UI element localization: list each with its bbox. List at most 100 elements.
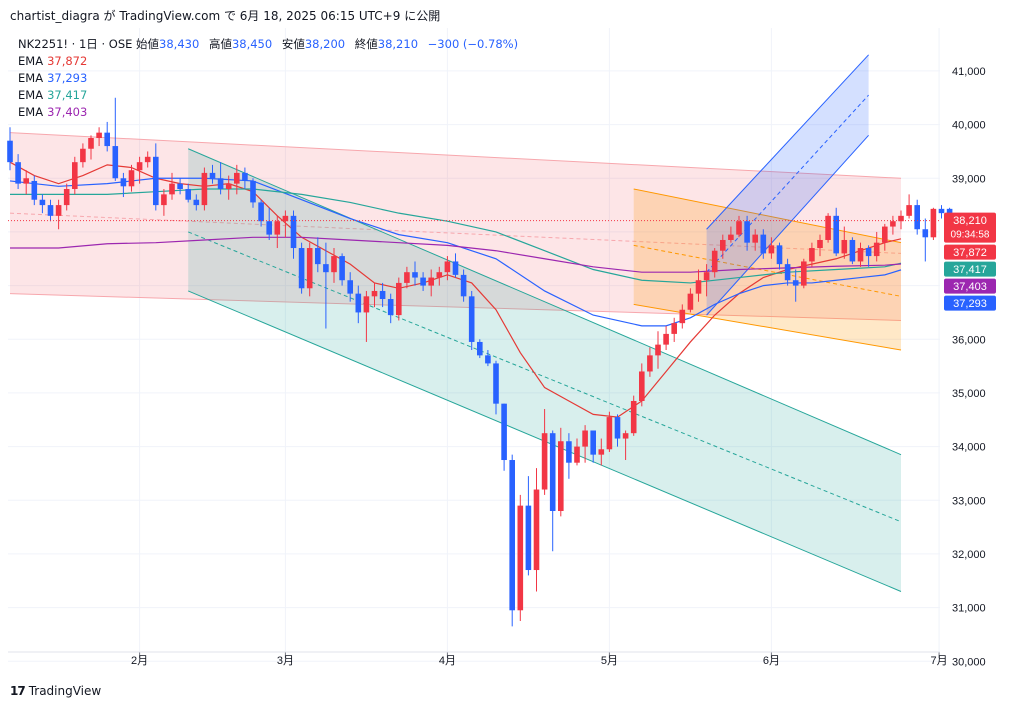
candle-body — [144, 156, 151, 163]
candle-body — [768, 245, 775, 254]
regression-channel-fill — [633, 189, 901, 350]
candle-body — [420, 277, 426, 286]
candle-body — [898, 215, 904, 222]
candle-body — [444, 261, 451, 273]
candle-body — [96, 132, 102, 139]
branding-label: TradingView — [28, 684, 102, 698]
y-tick-label: 32,000 — [952, 549, 986, 561]
ema-legend-row[interactable]: EMA 37,417 — [18, 87, 518, 104]
candle-body — [290, 215, 297, 249]
y-tick-label: 41,000 — [952, 66, 986, 78]
publish-header: chartist_diagra が TradingView.com で 6月 1… — [10, 9, 441, 23]
candle-body — [242, 172, 248, 181]
candle-body — [509, 460, 515, 611]
candle-body — [833, 215, 839, 254]
price-badge — [944, 261, 996, 277]
close-label: 終値 — [354, 37, 378, 51]
candle-body — [306, 248, 313, 289]
candle-body — [720, 239, 726, 251]
candle-body — [671, 323, 677, 334]
channel-upper-line — [9, 132, 902, 179]
candle-body — [234, 172, 240, 184]
candle-body — [153, 156, 159, 206]
candle-body — [88, 138, 94, 149]
candle-body — [630, 400, 637, 434]
ema-value: 37,872 — [47, 54, 88, 68]
candle-body — [387, 299, 394, 316]
candle-body — [744, 221, 750, 243]
candle-body — [639, 371, 645, 401]
high-label: 高値 — [208, 37, 232, 51]
low-value: 38,200 — [304, 37, 346, 51]
candle-body — [566, 441, 572, 463]
ema-legend-row[interactable]: EMA 37,872 — [18, 53, 518, 70]
channel-upper-line — [188, 148, 902, 456]
candle-body — [614, 417, 621, 439]
candle-body — [217, 178, 224, 189]
change-value: −300 (−0.78%) — [427, 37, 519, 51]
tradingview-branding[interactable]: 17 TradingView — [10, 684, 101, 698]
candle-body — [906, 205, 912, 216]
channel-upper-line — [706, 54, 869, 230]
candle-body — [752, 234, 758, 243]
candle-body — [7, 140, 13, 163]
candle-body — [331, 256, 337, 273]
ema-legend-row[interactable]: EMA 37,403 — [18, 104, 518, 121]
channel-lower-line — [706, 134, 869, 316]
y-tick-label: 31,000 — [952, 603, 986, 615]
price-badge — [944, 295, 996, 311]
y-tick-label: 36,000 — [952, 334, 986, 346]
candle-body — [598, 449, 605, 455]
channel-lower-line — [9, 293, 902, 321]
candle-body — [914, 205, 920, 230]
candle-body — [549, 433, 556, 511]
candle-body — [136, 162, 143, 171]
candle-body — [622, 433, 629, 439]
price-badge-label: 37,293 — [953, 298, 987, 310]
candle-body — [452, 261, 459, 275]
symbol-label[interactable]: NK2251! · 1日 · OSE — [18, 37, 133, 51]
candle-body — [501, 403, 507, 461]
y-tick-label: 35,000 — [952, 388, 986, 400]
x-tick-label: 4月 — [439, 655, 456, 667]
candle-body — [379, 290, 386, 300]
candle-body — [225, 183, 232, 189]
channel-lower-line — [633, 303, 902, 351]
candle-body — [315, 248, 321, 265]
candle-body — [541, 433, 548, 490]
candle-body — [39, 199, 46, 206]
tradingview-logo-icon: 17 — [10, 684, 26, 698]
candle-body — [209, 172, 216, 179]
x-tick-label: 7月 — [931, 655, 948, 667]
ema-label: EMA — [18, 105, 44, 119]
candle-body — [647, 355, 653, 372]
ema-legend-row[interactable]: EMA 37,293 — [18, 70, 518, 87]
candle-body — [930, 208, 937, 238]
high-value: 38,450 — [231, 37, 273, 51]
candle-body — [128, 170, 135, 187]
candle-body — [517, 505, 524, 611]
candle-body — [703, 272, 710, 281]
x-tick-label: 5月 — [601, 655, 618, 667]
price-badge — [944, 212, 996, 243]
candle-body — [857, 248, 864, 262]
ema-label: EMA — [18, 71, 44, 85]
candle-body — [371, 290, 378, 297]
candle-body — [938, 208, 945, 214]
candle-body — [436, 272, 443, 278]
candle-body — [687, 293, 694, 310]
candle-body — [266, 221, 272, 235]
x-tick-label: 2月 — [131, 655, 148, 667]
price-badge-label: 38,210 — [953, 215, 987, 227]
candle-body — [404, 272, 410, 283]
candle-body — [282, 215, 289, 222]
y-tick-label: 33,000 — [952, 495, 986, 507]
candle-body — [890, 221, 896, 227]
candle-body — [23, 178, 29, 184]
channel-upper-line — [633, 188, 902, 244]
candle-body — [801, 261, 807, 286]
price-badge-label: 37,403 — [953, 281, 987, 293]
candle-body — [185, 189, 191, 200]
channel-mid-line — [633, 244, 902, 297]
